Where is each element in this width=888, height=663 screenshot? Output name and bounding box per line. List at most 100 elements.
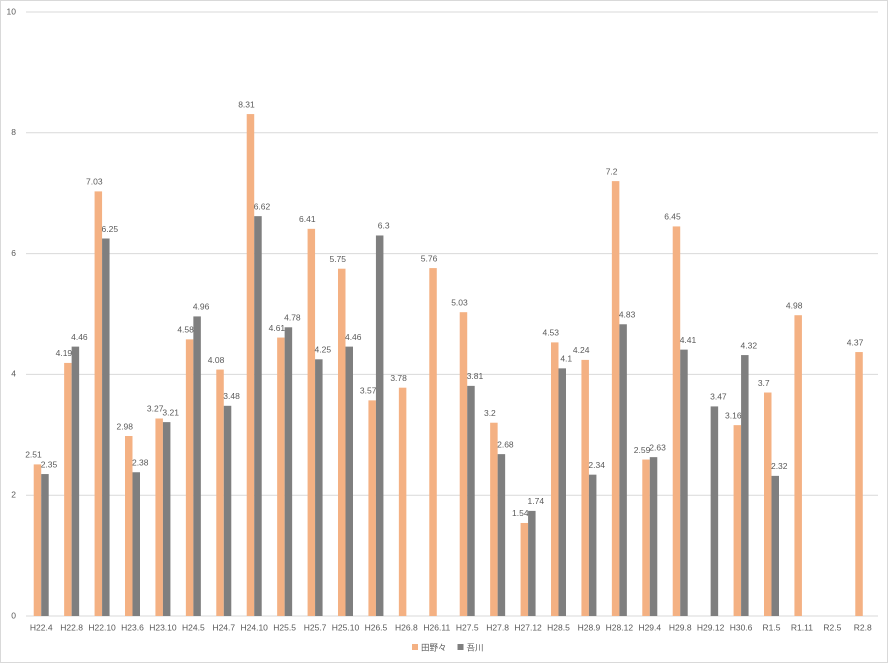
bar xyxy=(680,349,688,616)
x-tick-label: H25.10 xyxy=(332,622,360,632)
bar xyxy=(558,368,566,616)
value-label: 2.68 xyxy=(497,439,514,449)
bar xyxy=(246,114,255,617)
y-tick-label: 2 xyxy=(11,489,16,499)
bar xyxy=(794,315,802,616)
value-label: 4.25 xyxy=(315,345,332,355)
x-tick-label: H24.5 xyxy=(182,622,205,632)
bar xyxy=(307,228,316,616)
value-label: 4.78 xyxy=(284,313,301,323)
bar xyxy=(162,422,171,616)
value-label: 5.03 xyxy=(451,297,468,307)
value-label: 5.76 xyxy=(421,253,438,263)
bar xyxy=(375,235,384,617)
value-label: 4.19 xyxy=(56,348,73,358)
value-label: 2.98 xyxy=(116,421,133,431)
bar xyxy=(528,510,536,616)
bar xyxy=(94,191,103,616)
bar xyxy=(193,316,201,616)
x-tick-label: H26.5 xyxy=(365,622,388,632)
value-label: 2.34 xyxy=(588,460,605,470)
x-tick-label: H22.4 xyxy=(30,622,53,632)
bar xyxy=(551,342,559,616)
value-label: 2.63 xyxy=(649,442,666,452)
bar xyxy=(490,422,498,616)
bar xyxy=(429,268,437,616)
x-tick-label: H24.10 xyxy=(241,622,269,632)
value-label: 4.24 xyxy=(573,345,590,355)
bar xyxy=(497,454,506,616)
value-label: 3.21 xyxy=(162,407,179,417)
bar xyxy=(855,352,863,616)
bar xyxy=(155,418,163,616)
legend-swatch xyxy=(457,644,464,650)
bar xyxy=(611,181,620,616)
value-label: 6.25 xyxy=(102,224,119,234)
x-tick-label: H22.8 xyxy=(60,622,83,632)
bar xyxy=(71,346,80,616)
value-label: 6.62 xyxy=(254,201,271,211)
y-tick-label: 6 xyxy=(11,248,16,258)
value-label: 6.41 xyxy=(299,214,316,224)
value-label: 4.32 xyxy=(741,340,758,350)
x-tick-label: H28.12 xyxy=(606,622,634,632)
value-label: 4.46 xyxy=(71,332,88,342)
bar xyxy=(41,474,49,616)
value-label: 5.75 xyxy=(329,254,346,264)
x-tick-label: H30.6 xyxy=(730,622,753,632)
x-tick-label: H26.8 xyxy=(395,622,418,632)
value-label: 2.51 xyxy=(25,450,42,460)
value-label: 1.74 xyxy=(528,496,545,506)
bar xyxy=(642,459,650,616)
y-tick-label: 0 xyxy=(11,610,16,620)
value-label: 4.46 xyxy=(345,332,362,342)
value-label: 4.41 xyxy=(680,335,697,345)
legend-label: 田野々 xyxy=(421,642,447,652)
value-label: 2.32 xyxy=(771,461,788,471)
bar xyxy=(223,405,232,616)
bar xyxy=(368,400,376,616)
bar xyxy=(398,387,407,616)
bar xyxy=(315,359,323,616)
bar xyxy=(764,392,772,616)
legend-swatch xyxy=(412,644,418,650)
value-label: 3.57 xyxy=(360,386,377,396)
bar xyxy=(132,472,140,616)
bar xyxy=(102,238,110,616)
value-label: 6.3 xyxy=(378,221,390,231)
value-label: 3.16 xyxy=(725,410,742,420)
legend-label: 吾川 xyxy=(467,642,484,652)
x-tick-label: H25.5 xyxy=(273,622,296,632)
bar xyxy=(649,457,658,616)
bar xyxy=(520,522,529,616)
bar xyxy=(64,362,72,616)
y-tick-label: 4 xyxy=(11,369,16,379)
value-label: 3.2 xyxy=(484,408,496,418)
value-label: 2.38 xyxy=(132,457,149,467)
value-label: 4.83 xyxy=(619,310,636,320)
value-label: 4.61 xyxy=(269,323,286,333)
bar xyxy=(284,327,293,616)
value-label: 2.59 xyxy=(634,445,651,455)
bar xyxy=(459,312,468,616)
y-tick-label: 8 xyxy=(11,127,16,137)
bar xyxy=(277,337,285,616)
x-tick-label: H24.7 xyxy=(212,622,235,632)
value-label: 2.35 xyxy=(41,459,58,469)
x-tick-label: H27.8 xyxy=(486,622,509,632)
bar xyxy=(741,355,749,616)
value-label: 4.96 xyxy=(193,302,210,312)
value-label: 3.27 xyxy=(147,404,164,414)
x-tick-label: R1.5 xyxy=(763,622,781,632)
x-tick-label: R1.11 xyxy=(791,622,813,632)
x-tick-label: H29.12 xyxy=(697,622,725,632)
x-tick-label: H27.12 xyxy=(514,622,542,632)
bar xyxy=(467,385,475,616)
value-label: 3.7 xyxy=(758,378,770,388)
x-tick-label: H23.10 xyxy=(149,622,177,632)
x-tick-label: R2.8 xyxy=(854,622,872,632)
x-tick-label: H23.6 xyxy=(121,622,144,632)
value-label: 3.81 xyxy=(467,371,484,381)
bar xyxy=(33,464,42,616)
